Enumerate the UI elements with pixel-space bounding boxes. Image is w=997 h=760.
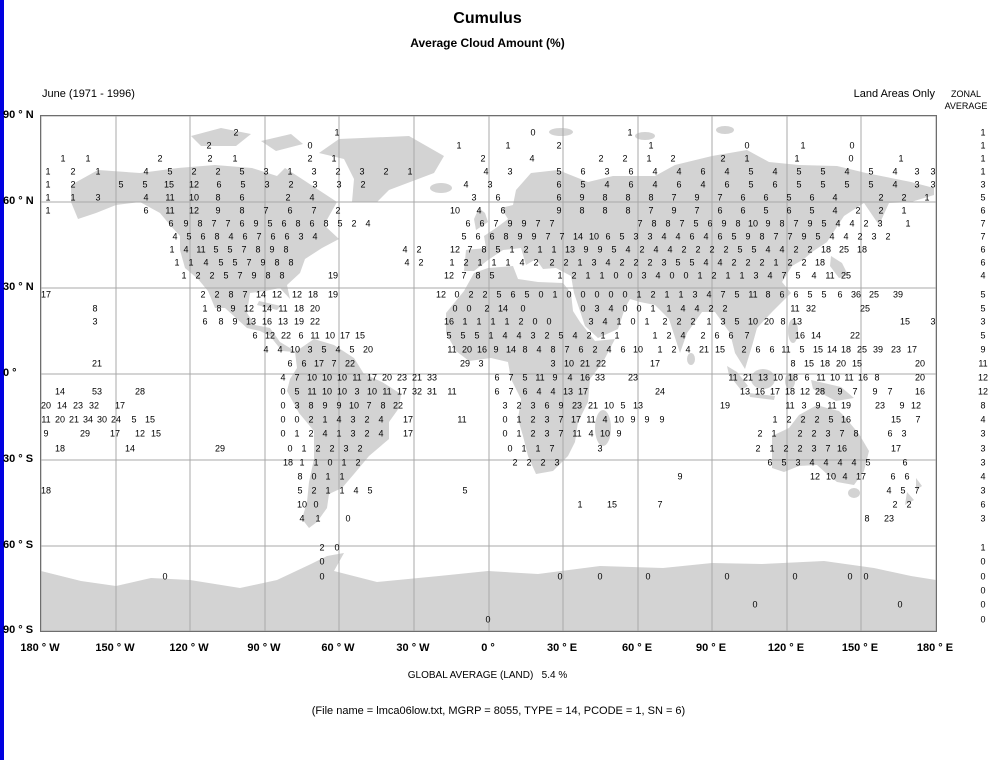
zonal-average-value: 3	[980, 485, 986, 496]
latitude-tick-label: 90 ° S	[3, 624, 34, 636]
zonal-average-value: 1	[980, 127, 986, 138]
latitude-tick-label: 30 ° N	[3, 281, 34, 293]
longitude-tick-label: 60 ° E	[621, 642, 653, 654]
longitude-tick-label: 30 ° W	[396, 642, 430, 654]
zonal-average-value: 0	[980, 614, 986, 625]
zonal-average-value: 3	[980, 443, 986, 454]
zonal-average-value: 1	[980, 542, 986, 553]
zonal-average-header: ZONAL AVERAGE	[936, 88, 996, 112]
global-average-label: GLOBAL AVERAGE (LAND) 5.4 %	[407, 670, 568, 681]
zonal-average-value: 4	[980, 270, 986, 281]
zonal-average-value: 4	[980, 414, 986, 425]
latitude-tick-label: 60 ° S	[3, 539, 34, 551]
zonal-average-value: 6	[980, 205, 986, 216]
longitude-tick-label: 120 ° W	[169, 642, 209, 654]
zonal-average-value: 0	[980, 599, 986, 610]
zonal-average-value: 6	[980, 257, 986, 268]
longitude-tick-label: 0 °	[481, 642, 495, 654]
coverage-label: Land Areas Only	[853, 88, 935, 100]
zonal-average-value: 4	[980, 471, 986, 482]
longitude-tick-label: 180 ° E	[916, 642, 954, 654]
zonal-average-value: 5	[980, 289, 986, 300]
grid-lines	[41, 116, 936, 631]
zonal-average-value: 0	[980, 585, 986, 596]
zonal-average-value: 5	[980, 192, 986, 203]
zonal-average-value: 5	[980, 303, 986, 314]
zonal-average-value: 3	[980, 457, 986, 468]
longitude-tick-label: 150 ° E	[841, 642, 879, 654]
latitude-tick-label: 0 °	[3, 367, 17, 379]
period-label: June (1971 - 1996)	[42, 88, 135, 100]
zonal-average-value: 12	[977, 372, 989, 383]
latitude-tick-label: 30 ° S	[3, 453, 34, 465]
latitude-tick-label: 90 ° N	[3, 109, 34, 121]
zonal-average-value: 6	[980, 499, 986, 510]
zonal-average-value: 8	[980, 400, 986, 411]
zonal-header-line2: AVERAGE	[944, 101, 988, 111]
zonal-average-value: 1	[980, 153, 986, 164]
longitude-tick-label: 180 ° W	[20, 642, 60, 654]
chart-title: Cumulus	[453, 10, 522, 27]
zonal-average-value: 9	[980, 344, 986, 355]
zonal-average-value: 5	[980, 330, 986, 341]
longitude-tick-label: 90 ° W	[247, 642, 281, 654]
zonal-average-value: 11	[978, 358, 988, 369]
longitude-tick-label: 30 ° E	[546, 642, 578, 654]
zonal-average-value: 3	[980, 428, 986, 439]
longitude-tick-label: 150 ° W	[95, 642, 135, 654]
zonal-average-value: 3	[980, 179, 986, 190]
world-map-plot	[40, 115, 937, 632]
zonal-average-value: 7	[980, 231, 986, 242]
zonal-average-value: 3	[980, 316, 986, 327]
zonal-average-value: 3	[980, 513, 986, 524]
zonal-average-value: 12	[977, 386, 989, 397]
zonal-average-value: 7	[980, 218, 986, 229]
zonal-header-line1: ZONAL	[950, 89, 981, 99]
zonal-average-value: 1	[980, 140, 986, 151]
zonal-average-value: 1	[980, 166, 986, 177]
latitude-tick-label: 60 ° N	[3, 195, 34, 207]
longitude-tick-label: 120 ° E	[767, 642, 805, 654]
zonal-average-value: 0	[980, 556, 986, 567]
chart-subtitle: Average Cloud Amount (%)	[410, 36, 565, 50]
longitude-tick-label: 60 ° W	[321, 642, 355, 654]
zonal-average-value: 0	[980, 571, 986, 582]
zonal-average-value: 6	[980, 244, 986, 255]
screen-edge-artifact	[0, 0, 4, 760]
world-map-svg	[41, 116, 936, 631]
file-footnote: (File name = lmca06low.txt, MGRP = 8055,…	[311, 705, 686, 717]
longitude-tick-label: 90 ° E	[695, 642, 727, 654]
